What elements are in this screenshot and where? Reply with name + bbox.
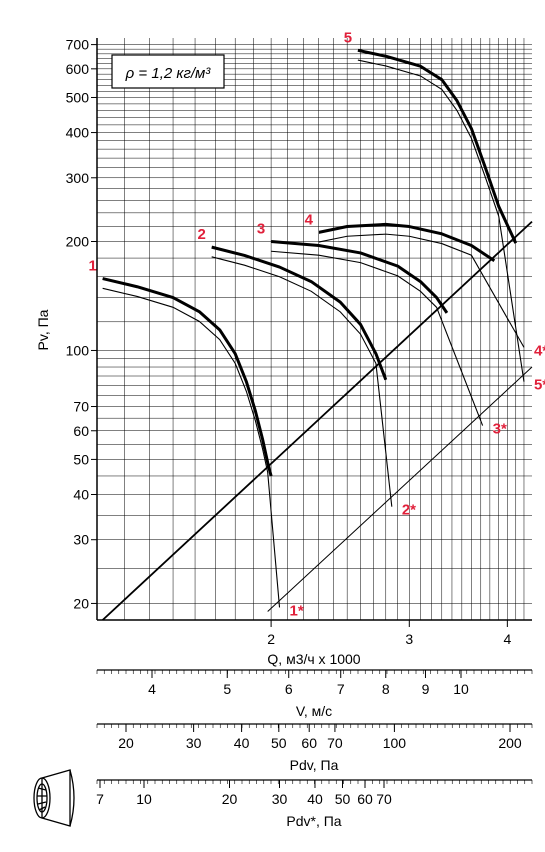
- velocity-axis-tick-label: 7: [337, 681, 345, 697]
- curve-label-3: 3: [257, 221, 265, 238]
- velocity-axis-tick-label: 6: [285, 681, 293, 697]
- y-tick-label: 30: [73, 532, 89, 548]
- y-tick-label: 70: [73, 399, 89, 415]
- grid: [97, 38, 532, 620]
- star-label: 2*: [402, 502, 416, 519]
- y-tick-label: 300: [66, 170, 90, 186]
- pdv-axis-label: Pdv, Па: [290, 757, 339, 773]
- curve-star-1*: [102, 287, 281, 608]
- velocity-axis-tick-label: 8: [382, 681, 390, 697]
- pdv-star-axis-label: Pdv*, Па: [286, 813, 341, 829]
- x-tick-label: 4: [503, 631, 511, 647]
- density-label: ρ = 1,2 кг/м³: [125, 65, 212, 82]
- velocity-axis-tick-label: 10: [453, 681, 469, 697]
- curve-1: [102, 277, 273, 477]
- velocity-axis-tick-label: 9: [422, 681, 430, 697]
- star-label: 5*: [534, 377, 545, 394]
- pdv-star-axis-tick-label: 20: [222, 791, 238, 807]
- curve-4: [318, 222, 496, 262]
- curve-label-4: 4: [305, 211, 314, 228]
- pdv-axis-tick-label: 20: [118, 735, 134, 751]
- x-tick-label: 2: [267, 631, 275, 647]
- pdv-axis-tick-label: 200: [498, 735, 522, 751]
- star-label: 1*: [290, 602, 304, 619]
- curve-star-5*: [357, 59, 525, 382]
- curve-labels: 1 2 3 4 5 1* 2* 3* 4* 5*: [88, 29, 545, 619]
- pdv-star-axis-tick-label: 10: [136, 791, 152, 807]
- pdv-axis-tick-label: 100: [383, 735, 407, 751]
- pdv-star-axis-tick-label: 60: [357, 791, 373, 807]
- velocity-axis-tick-label: 4: [148, 681, 156, 697]
- pdv-axis-tick-label: 70: [327, 735, 343, 751]
- y-tick-label: 500: [66, 89, 90, 105]
- pdv-axis-tick-label: 60: [301, 735, 317, 751]
- curve-3: [270, 240, 449, 314]
- pdv-star-axis-tick-label: 50: [335, 791, 351, 807]
- star-label: 3*: [493, 421, 507, 438]
- velocity-axis-tick-label: 5: [223, 681, 231, 697]
- dynamic-pressure-line: [102, 220, 533, 621]
- star-label: 4*: [534, 342, 545, 359]
- y-tick-label: 50: [73, 451, 89, 467]
- y-tick-label: 700: [66, 37, 90, 53]
- y-tick-label: 40: [73, 486, 89, 502]
- x-axis-label: Q, м3/ч x 1000: [267, 651, 360, 667]
- fan-curves: [102, 48, 533, 621]
- y-tick-label: 100: [66, 342, 90, 358]
- fan-icon: [33, 769, 75, 827]
- pdv-axis-tick-label: 40: [234, 735, 250, 751]
- density-legend: ρ = 1,2 кг/м³: [111, 54, 225, 89]
- curve-label-2: 2: [198, 226, 206, 243]
- curve-star-4*: [318, 233, 525, 348]
- pdv-star-axis-tick-label: 30: [272, 791, 288, 807]
- curve-5: [357, 48, 518, 244]
- x-tick-label: 3: [405, 631, 413, 647]
- y-tick-label: 60: [73, 423, 89, 439]
- y-tick-label: 20: [73, 595, 89, 611]
- pdv-axis-tick-label: 30: [186, 735, 202, 751]
- y-tick-label: 200: [66, 234, 90, 250]
- curve-2: [211, 245, 388, 381]
- y-tick-label: 600: [66, 61, 90, 77]
- y-axis-label: Pv, Па: [35, 309, 51, 350]
- y-tick-label: 400: [66, 125, 90, 141]
- curve-label-1: 1: [88, 258, 96, 275]
- curve-star-2*: [211, 256, 393, 507]
- velocity-axis-label: V, м/с: [296, 703, 332, 719]
- curve-star-3*: [271, 250, 484, 426]
- dynamic-pressure-star-line: [267, 366, 533, 612]
- pdv-star-axis-tick-label: 40: [307, 791, 323, 807]
- pdv-star-axis-tick-label: 70: [376, 791, 392, 807]
- pdv-axis-tick-label: 50: [271, 735, 287, 751]
- pdv-star-axis-tick-label: 7: [96, 791, 104, 807]
- curve-label-5: 5: [344, 29, 352, 46]
